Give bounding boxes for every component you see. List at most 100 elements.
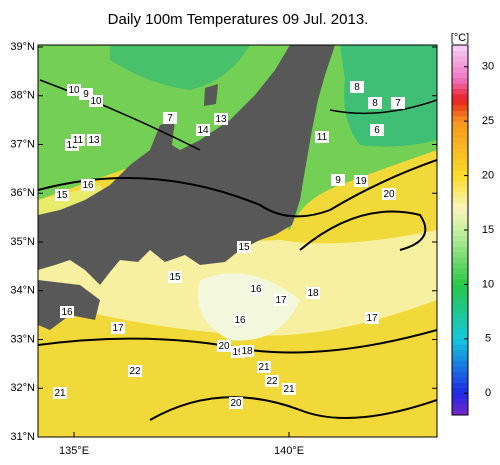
contour-label-bg — [331, 174, 345, 186]
colorbar-segment — [452, 115, 468, 122]
contour-label: 11 — [73, 135, 84, 146]
contour-label: 14 — [197, 125, 209, 136]
colorbar-segment — [452, 121, 468, 128]
colorbar-segment — [452, 142, 468, 149]
colorbar-tick-label: 25 — [482, 115, 494, 127]
contour-label-bg — [233, 314, 247, 326]
colorbar-unit: [°C] — [451, 32, 469, 44]
contour-label-bg — [168, 271, 182, 283]
contour-label: 10 — [90, 96, 102, 107]
colorbar-segment — [452, 159, 468, 166]
colorbar-tick-label: 20 — [482, 169, 494, 181]
ocean-colder — [340, 45, 437, 147]
colorbar-segment — [452, 181, 468, 187]
colorbar-segment — [452, 344, 468, 351]
colorbar-segment — [452, 300, 468, 307]
colorbar-segment — [452, 317, 468, 323]
colorbar-segment — [452, 295, 468, 302]
island — [204, 84, 218, 106]
contour-label: 22 — [266, 376, 278, 387]
colorbar-segment — [452, 83, 468, 90]
colorbar-segment — [452, 322, 468, 329]
colorbar-segment — [452, 273, 468, 280]
contour-label: 9 — [335, 175, 341, 186]
colorbar-segment — [452, 137, 468, 144]
contour-label-bg — [229, 397, 243, 409]
contour-label: 17 — [366, 313, 378, 324]
contour-label: 13 — [88, 135, 100, 146]
colorbar-segment — [452, 366, 468, 372]
colorbar-segment — [452, 409, 468, 416]
contour-line — [39, 79, 437, 151]
contour-label-bg — [354, 175, 368, 187]
contour-label: 16 — [82, 180, 94, 191]
contour-label: 20 — [383, 189, 395, 200]
contour-label-bg — [282, 383, 296, 395]
contour-label-bg — [274, 294, 288, 306]
lat-tick-label: 37°N — [10, 138, 35, 150]
colorbar-segment — [452, 257, 468, 264]
colorbar-segment — [452, 278, 468, 285]
colorbar-segment — [452, 393, 468, 400]
colorbar-segment — [452, 224, 468, 231]
colorbar-segment — [452, 88, 468, 95]
colorbar-segment — [452, 104, 468, 111]
colorbar-segment — [452, 66, 468, 73]
contour-label: 17 — [112, 323, 124, 334]
contour-label: 18 — [241, 346, 253, 357]
colorbar-segment — [452, 175, 468, 182]
contour-label-bg — [67, 84, 81, 96]
colorbar-segment — [452, 213, 468, 220]
contour-label: 10 — [68, 85, 80, 96]
lat-tick-label: 31°N — [10, 431, 35, 443]
contour-label-bg — [53, 387, 67, 399]
contour-label: 17 — [275, 295, 287, 306]
contour-label-bg — [237, 241, 251, 253]
contour-label-bg — [368, 97, 382, 109]
colorbar-segment — [452, 230, 468, 236]
contour-label-bg — [111, 322, 125, 334]
lat-tick-label: 38°N — [10, 90, 35, 102]
contour-label-bg — [265, 375, 279, 387]
colorbar-segment — [452, 289, 468, 296]
colorbar-tick-label: 10 — [482, 278, 494, 290]
lat-tick-label: 39°N — [10, 41, 35, 53]
title: Daily 100m Temperatures 09 Jul. 2013. — [108, 11, 369, 28]
lat-tick-label: 35°N — [10, 236, 35, 248]
colorbar-segment — [452, 153, 468, 160]
lon-tick-label: 135°E — [59, 445, 89, 457]
colorbar-segment — [452, 170, 468, 177]
colorbar-tick-label: 30 — [482, 61, 494, 73]
lat-tick-label: 34°N — [10, 285, 35, 297]
contour-label: 16 — [250, 284, 262, 295]
colorbar-segment — [452, 191, 468, 198]
lon-tick-label: 140°E — [274, 445, 304, 457]
colorbar-segment — [452, 349, 468, 356]
contour-label: 19 — [232, 347, 244, 358]
contour-label: 13 — [215, 114, 227, 125]
contour-label-bg — [128, 365, 142, 377]
contour-line — [149, 396, 437, 421]
colorbar-segment — [452, 208, 468, 215]
map-area — [38, 45, 437, 437]
colorbar-tick-label: 0 — [485, 387, 491, 399]
contour-label: 15 — [169, 272, 181, 283]
colorbar-segment — [452, 240, 468, 247]
colorbar-segment — [452, 284, 468, 291]
colorbar-segment — [452, 235, 468, 242]
colorbar-segment — [452, 262, 468, 269]
contour-label-bg — [350, 81, 364, 93]
contour-line — [299, 210, 427, 251]
contour-label-bg — [214, 113, 228, 125]
colorbar-segment — [452, 77, 468, 84]
contour-label: 22 — [129, 366, 141, 377]
colorbar-segment — [452, 360, 468, 367]
map-frame — [37, 44, 438, 438]
colorbar-segment — [452, 186, 468, 193]
colorbar-segment — [452, 333, 468, 340]
colorbar-segment — [452, 311, 468, 318]
colorbar-segment — [452, 99, 468, 106]
contour-label: 8 — [354, 82, 360, 93]
colorbar-segment — [452, 93, 468, 100]
